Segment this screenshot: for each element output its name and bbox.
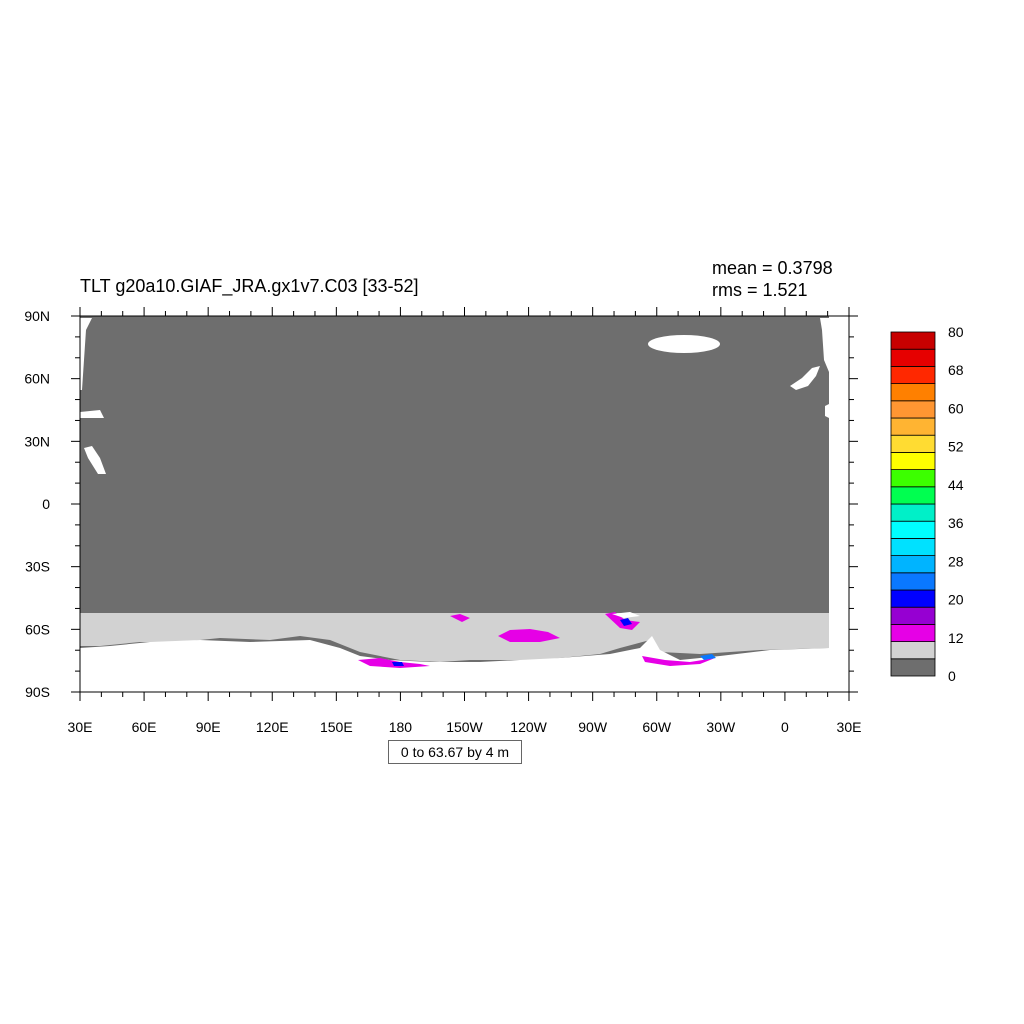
map-field	[80, 316, 829, 692]
colorbar-swatch	[890, 400, 936, 419]
colorbar-swatch	[890, 451, 936, 470]
y-tick-label: 30S	[25, 559, 50, 575]
magenta-patch	[498, 629, 560, 642]
y-tick-label: 0	[42, 496, 50, 512]
x-tick-label: 150E	[320, 719, 353, 735]
sea-ice-zone	[80, 613, 829, 662]
mask-patch	[84, 446, 106, 474]
colorbar-swatch	[890, 383, 936, 402]
colorbar-label: 52	[948, 439, 964, 455]
y-tick-label: 60N	[24, 371, 50, 387]
colorbar-label: 20	[948, 592, 964, 608]
mask-patch	[820, 318, 829, 372]
x-tick-label: 120W	[510, 719, 547, 735]
colorbar-label: 60	[948, 400, 964, 416]
colorbar-swatch	[890, 469, 936, 488]
chart-title: TLT g20a10.GIAF_JRA.gx1v7.C03 [33-52]	[80, 276, 419, 297]
colorbar-label: 44	[948, 477, 964, 493]
x-tick-label: 60W	[642, 719, 672, 735]
y-tick-label: 90S	[25, 684, 50, 700]
x-tick-label: 60E	[132, 719, 157, 735]
y-tick-label: 30N	[24, 433, 50, 449]
colorbar-swatch	[890, 641, 936, 660]
mask-patch	[790, 366, 820, 390]
antarctica-land	[80, 636, 829, 692]
colorbar-swatch	[890, 555, 936, 574]
blue-patch	[392, 662, 404, 666]
y-tick-label: 90N	[24, 308, 50, 324]
axis-ticks	[71, 307, 858, 701]
mask-patch	[825, 404, 829, 418]
magenta-patch	[642, 656, 715, 666]
mask-patch	[612, 612, 640, 618]
colorbar-label: 68	[948, 362, 964, 378]
x-tick-label: 90E	[196, 719, 221, 735]
colorbar-labels: 0 12 20 28 36 44 52 60 68 80	[948, 324, 964, 684]
colorbar-label: 12	[948, 630, 964, 646]
x-tick-label: 90W	[578, 719, 608, 735]
y-tick-label: 60S	[25, 621, 50, 637]
colorbar-swatch	[890, 606, 936, 625]
x-tick-label: 0	[781, 719, 789, 735]
greenland-mask	[648, 335, 720, 353]
x-tick-label: 30W	[706, 719, 736, 735]
x-tick-label: 30E	[68, 719, 93, 735]
colorbar-swatch	[890, 658, 936, 677]
x-axis-labels: 30E 60E 90E 120E 150E 180 150W 120W 90W 60W 30W 0 30…	[68, 719, 862, 735]
colorbar-swatch	[890, 624, 936, 643]
rms-stat: rms = 1.521	[712, 280, 808, 300]
x-tick-label: 150W	[446, 719, 483, 735]
colorbar-swatch	[890, 331, 936, 350]
magenta-patch	[450, 614, 470, 622]
colorbar-swatch	[890, 434, 936, 453]
colorbar-swatch	[890, 520, 936, 539]
colorbar-swatch	[890, 486, 936, 505]
x-tick-label: 120E	[256, 719, 289, 735]
mask-patch	[80, 410, 104, 418]
colorbar-swatch	[890, 538, 936, 557]
x-tick-label: 30E	[837, 719, 862, 735]
colorbar-swatch	[890, 572, 936, 591]
mask-patch	[80, 318, 92, 390]
colorbar-label: 36	[948, 515, 964, 531]
blue-patch	[620, 618, 632, 626]
y-axis-labels: 90N 60N 30N 0 30S 60S 90S	[24, 308, 50, 700]
colorbar-label: 0	[948, 668, 956, 684]
colorbar-label: 28	[948, 553, 964, 569]
colorbar-swatch	[890, 589, 936, 608]
colorbar-swatch	[890, 348, 936, 367]
colorbar	[890, 331, 936, 677]
contour-range-label: 0 to 63.67 by 4 m	[388, 740, 522, 764]
colorbar-label: 80	[948, 324, 964, 340]
mean-stat: mean = 0.3798	[712, 258, 833, 278]
colorbar-swatch	[890, 503, 936, 522]
colorbar-swatch	[890, 417, 936, 436]
colorbar-swatch	[890, 365, 936, 384]
blue-patch	[700, 654, 716, 660]
x-tick-label: 180	[389, 719, 413, 735]
